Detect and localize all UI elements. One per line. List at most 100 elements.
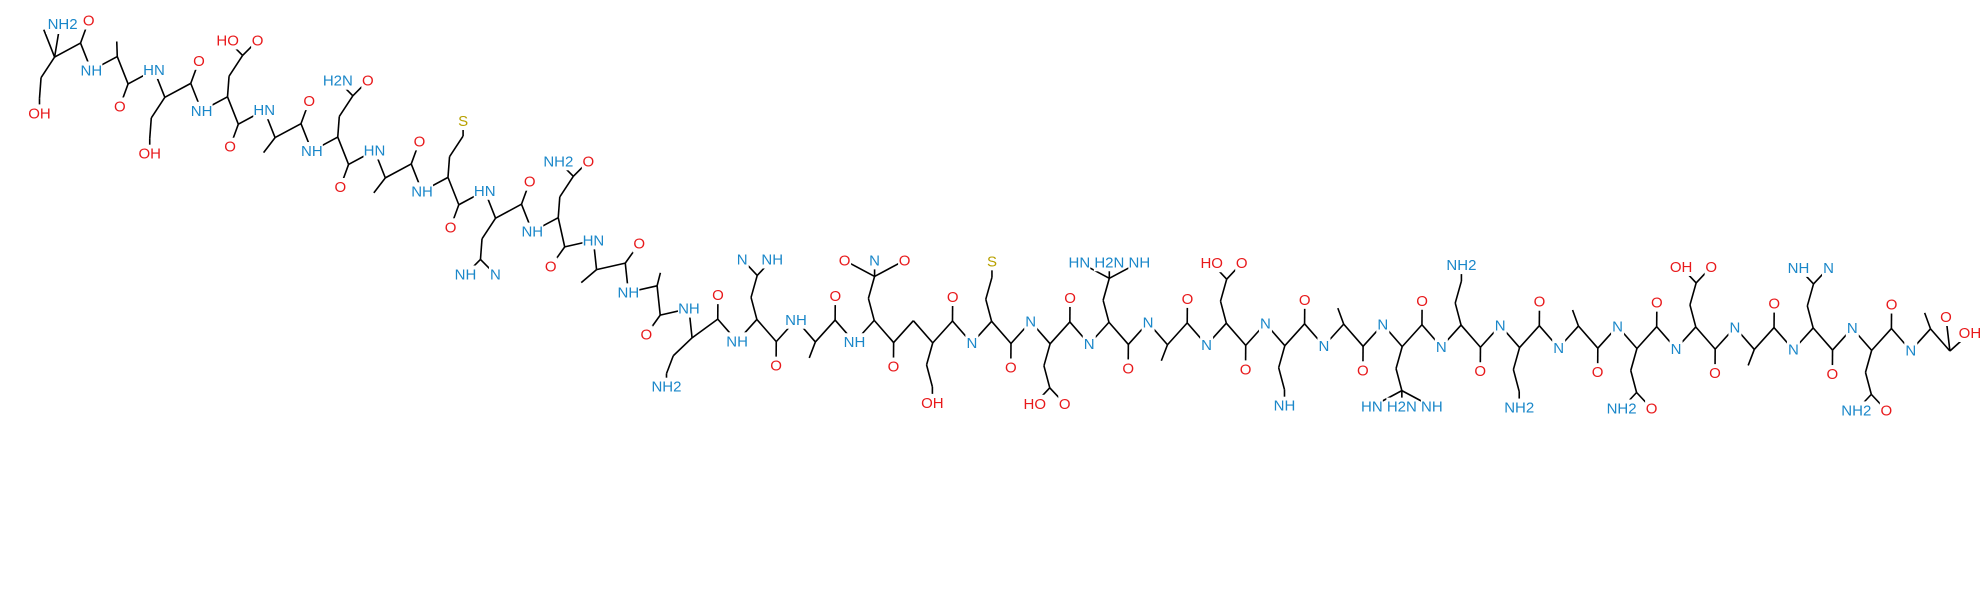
label-background bbox=[1258, 314, 1272, 333]
label-background bbox=[1879, 401, 1893, 420]
carbonyl-oxygen: O bbox=[1299, 292, 1311, 309]
label-background bbox=[521, 222, 544, 241]
side-chain-atom: H2N bbox=[323, 73, 353, 90]
c-terminus-carbonyl: O bbox=[1940, 309, 1952, 326]
side-chain-atom: N bbox=[869, 252, 880, 269]
label-background bbox=[1386, 397, 1418, 416]
side-chain-bond bbox=[1277, 345, 1286, 368]
amide-nitrogen: N bbox=[1905, 343, 1916, 360]
carbonyl-oxygen: O bbox=[947, 289, 959, 306]
backbone-bond bbox=[447, 177, 460, 206]
label-background bbox=[1141, 313, 1155, 332]
label-background bbox=[761, 250, 784, 269]
label-background bbox=[28, 104, 51, 123]
c-terminus-hydroxyl: OH bbox=[1959, 325, 1980, 342]
backbone-bond bbox=[1812, 327, 1834, 351]
amide-nitrogen: N bbox=[1847, 320, 1858, 337]
label-background bbox=[1728, 318, 1742, 337]
label-background bbox=[1473, 362, 1487, 381]
side-chain-atom: NH bbox=[1274, 398, 1296, 415]
label-background bbox=[769, 356, 783, 375]
label-background bbox=[1767, 294, 1781, 313]
backbone-bond bbox=[814, 319, 836, 343]
amide-nitrogen: N bbox=[1788, 342, 1799, 359]
side-chain-bond bbox=[656, 272, 662, 287]
label-background bbox=[322, 71, 354, 90]
label-background bbox=[523, 172, 537, 191]
amide-nitrogen: NH bbox=[726, 333, 748, 350]
backbone-bond bbox=[656, 285, 662, 316]
backbone-bond bbox=[495, 203, 522, 219]
label-background bbox=[1023, 394, 1046, 413]
label-background bbox=[300, 142, 323, 161]
label-background bbox=[361, 71, 375, 90]
carbonyl-oxygen: O bbox=[1592, 364, 1604, 381]
label-background bbox=[251, 31, 265, 50]
side-chain-atom: S bbox=[458, 113, 468, 130]
side-chain-atom: NH bbox=[761, 251, 783, 268]
backbone-bond bbox=[1343, 323, 1364, 347]
side-chain-atom: NH2 bbox=[1446, 257, 1476, 274]
backbone-bond bbox=[873, 319, 895, 344]
label-background bbox=[138, 144, 161, 163]
label-background bbox=[302, 92, 316, 111]
label-background bbox=[1552, 338, 1566, 357]
carbonyl-oxygen: O bbox=[1709, 365, 1721, 382]
backbone-bond bbox=[756, 318, 777, 343]
side-chain-atom: O bbox=[839, 252, 851, 269]
side-chain-bond bbox=[1571, 309, 1580, 327]
side-chain-bond bbox=[672, 337, 693, 357]
backbone-bond bbox=[691, 318, 719, 339]
side-chain-atom: O bbox=[1059, 396, 1071, 413]
side-chain-bond bbox=[750, 297, 758, 320]
amide-nitrogen: N bbox=[1553, 340, 1564, 357]
side-chain-atom: NH bbox=[1128, 254, 1150, 271]
side-chain-atom: NH2 bbox=[1841, 402, 1871, 419]
amide-nitrogen: N bbox=[1025, 314, 1036, 331]
side-chain-bond bbox=[1864, 350, 1873, 373]
amide-nitrogen: HN bbox=[143, 62, 165, 79]
label-background bbox=[581, 152, 595, 171]
side-chain-bond bbox=[808, 341, 817, 359]
carbonyl-oxygen: O bbox=[83, 13, 95, 30]
side-chain-bond bbox=[1512, 347, 1521, 370]
side-chain-bond bbox=[150, 96, 166, 119]
label-background bbox=[898, 251, 912, 270]
label-background bbox=[1082, 335, 1096, 354]
label-background bbox=[1420, 397, 1443, 416]
label-background bbox=[1235, 254, 1249, 273]
label-background bbox=[412, 132, 426, 151]
side-chain-atom: N bbox=[1823, 260, 1834, 277]
backbone-bond bbox=[1049, 321, 1071, 345]
amide-nitrogen: N bbox=[1612, 318, 1623, 335]
amide-nitrogen: N bbox=[966, 335, 977, 352]
label-background bbox=[190, 101, 213, 120]
side-chain-atom: OH bbox=[138, 146, 161, 163]
side-chain-bond bbox=[228, 55, 244, 77]
label-background bbox=[544, 257, 558, 276]
side-chain-bond bbox=[580, 269, 598, 284]
side-chain-atom: N bbox=[490, 267, 501, 284]
label-background bbox=[363, 141, 386, 160]
label-background bbox=[444, 218, 458, 237]
label-background bbox=[1825, 365, 1839, 384]
side-chain-bond bbox=[1629, 370, 1638, 393]
amide-nitrogen: NH bbox=[678, 301, 700, 318]
backbone-bond bbox=[596, 262, 626, 271]
amide-nitrogen: N bbox=[1143, 315, 1154, 332]
amide-nitrogen: NH bbox=[81, 62, 103, 79]
side-chain-bond bbox=[1395, 346, 1403, 369]
amide-nitrogen: N bbox=[1260, 316, 1271, 333]
side-chain-atom: O bbox=[1705, 259, 1717, 276]
label-background bbox=[946, 288, 960, 307]
amide-nitrogen: HN bbox=[253, 102, 275, 119]
backbone-bond bbox=[54, 42, 81, 58]
label-background bbox=[1493, 316, 1507, 335]
side-chain-bond bbox=[262, 137, 276, 154]
carbonyl-oxygen: O bbox=[445, 219, 457, 236]
label-background bbox=[1704, 257, 1718, 276]
backbone-bond bbox=[274, 122, 302, 139]
side-chain-bond bbox=[1747, 349, 1756, 366]
label-background bbox=[1533, 292, 1547, 311]
